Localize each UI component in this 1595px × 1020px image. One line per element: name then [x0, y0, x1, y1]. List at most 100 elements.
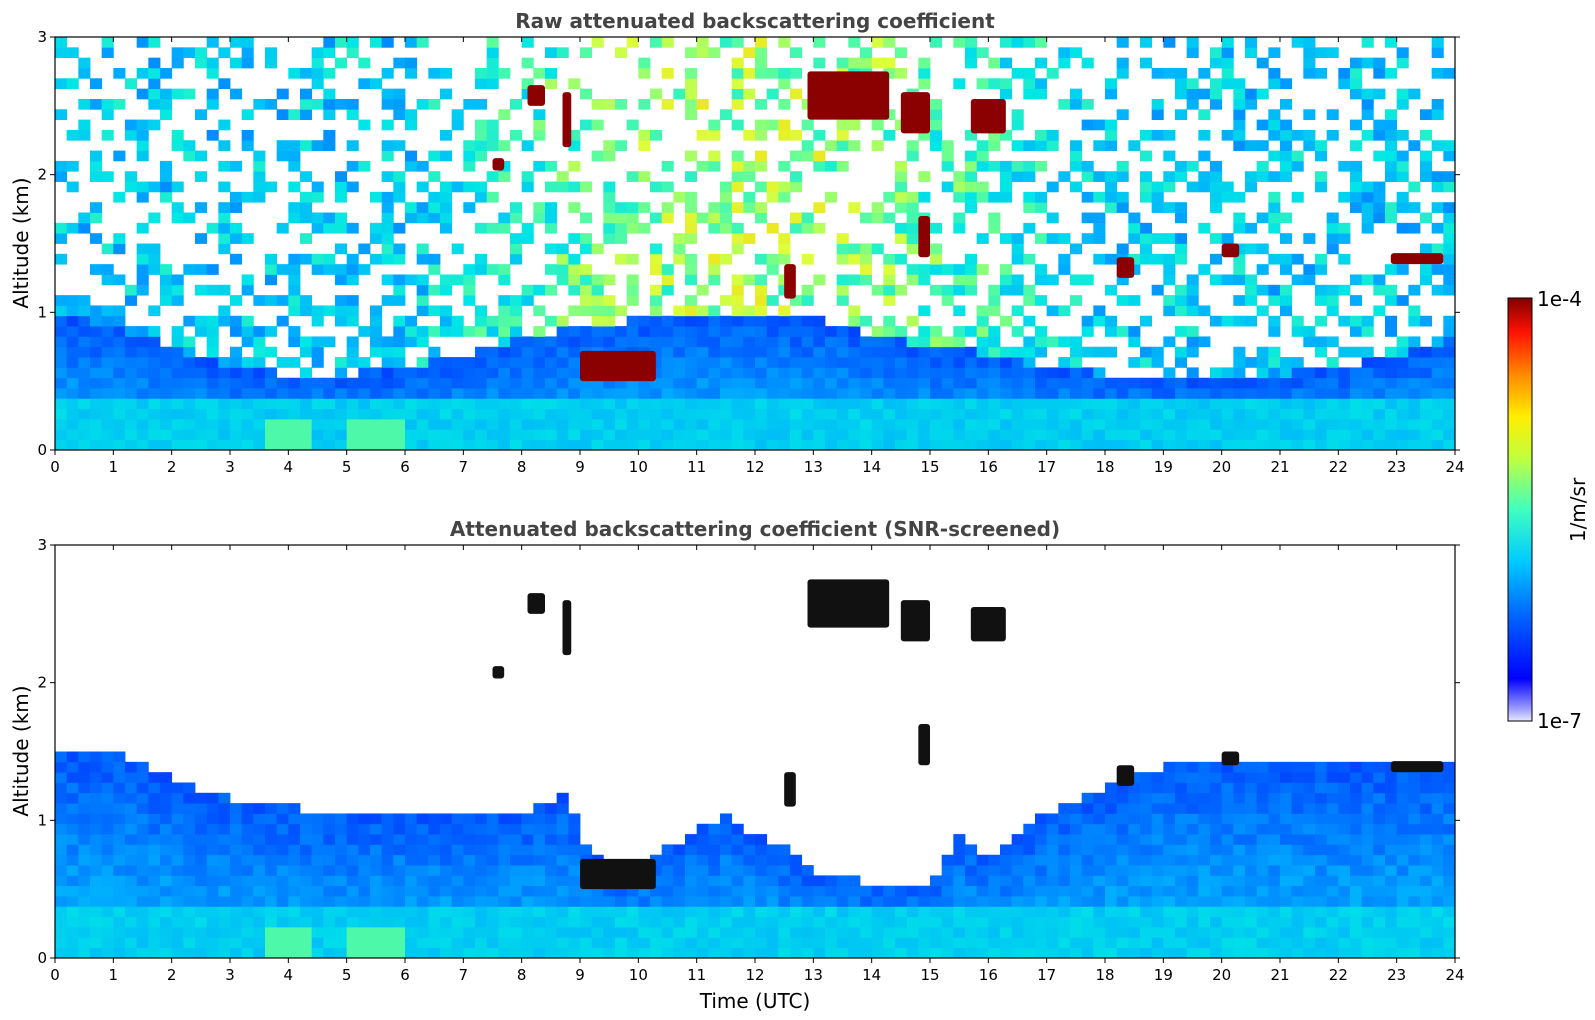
- heatmap-cell: [66, 367, 79, 379]
- x-tick-label: 7: [459, 966, 469, 984]
- heatmap-cell: [673, 377, 686, 389]
- heatmap-cell: [976, 78, 989, 90]
- heatmap-cell: [673, 937, 686, 949]
- heatmap-cell: [521, 896, 534, 907]
- heatmap-cell: [1280, 367, 1293, 379]
- heatmap-cell: [1186, 274, 1199, 286]
- heatmap-cell: [1035, 854, 1048, 866]
- heatmap-cell: [661, 885, 674, 897]
- heatmap-cell: [568, 336, 581, 348]
- heatmap-cell: [953, 284, 966, 296]
- heatmap-cell: [533, 67, 546, 79]
- heatmap-cell: [521, 357, 534, 368]
- heatmap-cell: [1315, 854, 1328, 866]
- heatmap-cell: [591, 885, 604, 897]
- heatmap-cell: [871, 37, 884, 48]
- heatmap-cell: [1105, 885, 1118, 897]
- heatmap-cell: [148, 408, 161, 420]
- heatmap-cell: [113, 315, 126, 327]
- heatmap-cell: [731, 906, 744, 918]
- heatmap-cell: [661, 202, 674, 213]
- heatmap-cell: [1105, 202, 1118, 213]
- heatmap-cell: [813, 357, 826, 368]
- heatmap-cell: [626, 171, 639, 182]
- heatmap-cell: [1140, 875, 1153, 887]
- heatmap-cell: [113, 782, 126, 794]
- heatmap-cell: [790, 377, 803, 389]
- heatmap-cell: [1046, 233, 1059, 244]
- heatmap-cell: [1058, 47, 1071, 59]
- heatmap-cell: [941, 295, 954, 306]
- heatmap-cell: [428, 253, 441, 265]
- heatmap-cell: [206, 284, 219, 296]
- heatmap-cell: [113, 865, 126, 876]
- heatmap-cell: [195, 326, 208, 337]
- heatmap-cell: [160, 346, 173, 358]
- heatmap-cell: [405, 823, 418, 835]
- heatmap-cell: [545, 47, 558, 59]
- heatmap-cell: [1128, 823, 1141, 835]
- heatmap-cell: [1140, 792, 1153, 804]
- heatmap-cell: [860, 47, 873, 59]
- heatmap-cell: [1268, 171, 1281, 182]
- heatmap-cell: [731, 377, 744, 389]
- heatmap-cell: [486, 119, 499, 131]
- heatmap-cell: [1256, 284, 1269, 296]
- heatmap-cell: [1058, 875, 1071, 887]
- heatmap-cell: [486, 429, 499, 441]
- heatmap-cell: [731, 274, 744, 286]
- heatmap-cell: [1140, 803, 1153, 814]
- heatmap-cell: [405, 875, 418, 887]
- heatmap-cell: [1000, 315, 1013, 327]
- heatmap-cell: [206, 792, 219, 804]
- heatmap-cell: [416, 243, 429, 255]
- heatmap-cell: [545, 243, 558, 255]
- heatmap-cell: [288, 875, 301, 887]
- heatmap-cell: [1431, 336, 1444, 348]
- heatmap-cell: [346, 98, 359, 110]
- heatmap-cell: [685, 377, 698, 389]
- heatmap-cell: [778, 243, 791, 255]
- heatmap-cell: [848, 253, 861, 265]
- heatmap-cell: [136, 823, 149, 835]
- heatmap-cell: [1303, 865, 1316, 876]
- heatmap-cell: [533, 429, 546, 441]
- heatmap-cell: [650, 377, 663, 389]
- heatmap-cell: [1256, 865, 1269, 876]
- heatmap-cell: [965, 885, 978, 897]
- heatmap-cell: [731, 844, 744, 856]
- heatmap-cell: [1128, 885, 1141, 897]
- heatmap-cell: [1291, 439, 1304, 450]
- heatmap-cell: [1361, 109, 1374, 120]
- heatmap-cell: [311, 388, 324, 399]
- heatmap-cell: [836, 398, 849, 410]
- heatmap-cell: [1128, 854, 1141, 866]
- heatmap-cell: [650, 927, 663, 938]
- heatmap-cell: [825, 937, 838, 949]
- heatmap-cell: [183, 346, 196, 358]
- heatmap-cell: [755, 295, 768, 306]
- heatmap-cell: [1396, 222, 1409, 234]
- heatmap-cell: [276, 357, 289, 368]
- heatmap-cell: [55, 823, 68, 835]
- heatmap-cell: [1175, 305, 1188, 317]
- heatmap-cell: [1198, 150, 1211, 162]
- heatmap-cell: [160, 875, 173, 887]
- heatmap-cell: [615, 326, 628, 337]
- heatmap-cell: [1116, 937, 1129, 949]
- heatmap-cell: [1291, 398, 1304, 410]
- heatmap-cell: [930, 377, 943, 389]
- heatmap-cell: [603, 295, 616, 306]
- heatmap-cell: [1396, 854, 1409, 866]
- heatmap-cell: [1420, 896, 1433, 907]
- heatmap-cell: [125, 916, 138, 928]
- heatmap-cell: [416, 947, 429, 958]
- heatmap-cell: [1035, 160, 1048, 172]
- heatmap-cell: [381, 927, 394, 938]
- heatmap-cell: [1070, 367, 1083, 379]
- heatmap-cell: [615, 419, 628, 430]
- heatmap-cell: [1338, 854, 1351, 866]
- heatmap-cell: [183, 377, 196, 389]
- heatmap-cell: [276, 140, 289, 151]
